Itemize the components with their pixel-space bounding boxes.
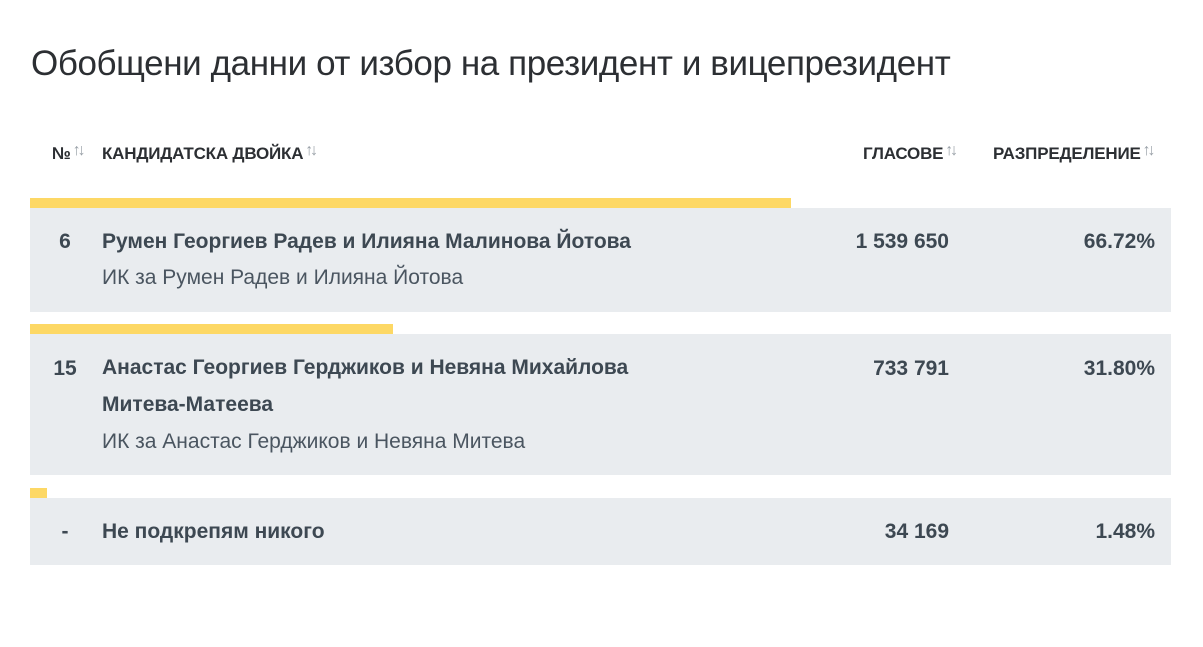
candidate-number: 15 (53, 357, 77, 380)
table-row[interactable]: - Не подкрепям никого 34 169 1.48% (30, 498, 1171, 565)
distribution-bar (30, 198, 791, 208)
page-title: Обобщени данни от избор на президент и в… (31, 44, 951, 83)
candidate-pair-name-line: Анастас Георгиев Герджиков и Невяна Миха… (102, 356, 629, 379)
votes-percent: 31.80% (1083, 357, 1155, 380)
table-row[interactable]: 6 Румен Георгиев Радев и Илияна Малинова… (30, 208, 1171, 312)
sort-arrows-icon[interactable]: ↑ ↓ (1142, 142, 1156, 159)
candidate-pair-name-line: Митева-Матеева (102, 393, 274, 416)
column-header-distribution-label: РАЗПРЕДЕЛЕНИЕ (993, 144, 1141, 163)
candidate-pair-name-line: Румен Георгиев Радев и Илияна Малинова Й… (102, 230, 631, 253)
votes-count: 34 169 (884, 520, 949, 543)
sort-arrows-icon[interactable]: ↑ ↓ (72, 142, 86, 159)
sort-arrows-icon[interactable]: ↑ ↓ (945, 142, 958, 159)
distribution-bar (30, 488, 47, 498)
candidate-pair-name: Анастас Георгиев Герджиков и Невяна Миха… (102, 349, 682, 423)
candidate-pair-name: Не подкрепям никого (102, 513, 682, 550)
column-header-candidates[interactable]: КАНДИДАТСКА ДВОЙКА ↑ ↓ (102, 142, 318, 166)
candidate-pair-name-line: Не подкрепям никого (102, 520, 325, 543)
column-header-number[interactable]: № ↑ ↓ (52, 142, 86, 166)
sort-arrows-icon[interactable]: ↑ ↓ (305, 142, 318, 159)
column-header-votes-label: ГЛАСОВЕ (863, 144, 944, 163)
column-header-votes[interactable]: ГЛАСОВЕ ↑ ↓ (863, 142, 958, 166)
distribution-bar (30, 324, 393, 334)
coalition-name: ИК за Анастас Герджиков и Невяна Митева (102, 430, 526, 453)
column-header-number-label: № (52, 144, 71, 163)
candidate-number: - (61, 520, 69, 543)
candidate-pair-name: Румен Георгиев Радев и Илияна Малинова Й… (102, 223, 682, 260)
column-header-candidates-label: КАНДИДАТСКА ДВОЙКА (102, 144, 304, 163)
votes-count: 1 539 650 (855, 230, 949, 253)
column-header-distribution[interactable]: РАЗПРЕДЕЛЕНИЕ ↑ ↓ (993, 142, 1155, 166)
votes-percent: 1.48% (1095, 520, 1155, 543)
candidate-number: 6 (59, 230, 71, 253)
table-row[interactable]: 15 Анастас Георгиев Герджиков и Невяна М… (30, 334, 1171, 475)
votes-count: 733 791 (873, 357, 949, 380)
votes-percent: 66.72% (1083, 230, 1155, 253)
coalition-name: ИК за Румен Радев и Илияна Йотова (102, 266, 464, 289)
